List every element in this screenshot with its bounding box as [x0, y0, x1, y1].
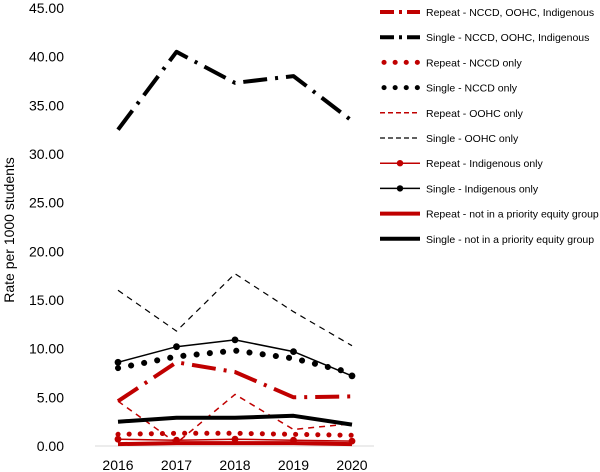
y-axis-title: Rate per 1000 students [1, 157, 17, 303]
y-tick-label: 15.00 [29, 292, 64, 308]
series-single-oohc-only [117, 273, 353, 347]
series-line [115, 430, 355, 438]
legend-label: Single - not in a priority equity group [426, 234, 594, 246]
data-point [290, 348, 297, 355]
y-tick-label: 35.00 [29, 97, 64, 113]
legend-item-repeat-indigenous-only: Repeat - Indigenous only [380, 158, 543, 170]
legend-item-repeat-nccd-only: Repeat - NCCD only [381, 57, 522, 69]
series-single-nccd-oohc-indigenous [116, 49, 354, 131]
series-repeat-nccd-only [115, 430, 355, 438]
series-single-not-in-a-priority-equity-group [117, 413, 353, 427]
series-single-indigenous-only [114, 336, 356, 380]
y-tick-label: 45.00 [29, 0, 64, 16]
legend-item-single-nccd-oohc-indigenous: Single - NCCD, OOHC, Indigenous [380, 32, 589, 44]
legend-item-single-not-in-a-priority-equity-group: Single - not in a priority equity group [380, 234, 594, 246]
legend-label: Single - Indigenous only [426, 183, 539, 195]
y-tick-label: 30.00 [29, 146, 64, 162]
series-single-nccd-only [115, 347, 355, 376]
series-line [116, 49, 354, 131]
legend: Repeat - NCCD, OOHC, Indigenous Single - … [380, 7, 599, 246]
series-line [117, 413, 353, 427]
legend-item-single-oohc-only: Single - OOHC only [380, 133, 519, 145]
x-tick-label: 2019 [278, 457, 309, 472]
legend-item-repeat-nccd-oohc-indigenous: Repeat - NCCD, OOHC, Indigenous [380, 7, 594, 19]
y-axis-ticks: 0.00 5.00 10.00 15.00 20.00 25.00 30.00 35.00 40… [29, 0, 64, 454]
series-line [117, 441, 353, 447]
legend-marker [396, 185, 404, 192]
y-tick-label: 20.00 [29, 243, 64, 259]
data-point [114, 435, 122, 443]
data-point [114, 358, 122, 366]
x-tick-label: 2016 [102, 457, 133, 472]
legend-item-single-nccd-only: Single - NCCD only [381, 83, 518, 95]
series-repeat-oohc-only [117, 393, 353, 444]
legend-label: Repeat - not in a priority equity group [426, 209, 599, 221]
series-line [115, 347, 355, 376]
y-tick-label: 0.00 [37, 438, 64, 454]
data-point [231, 435, 239, 443]
data-point [348, 372, 356, 380]
y-tick-label: 25.00 [29, 195, 64, 211]
series-line [116, 360, 353, 403]
legend-item-single-indigenous-only: Single - Indigenous only [380, 183, 539, 195]
x-tick-label: 2018 [219, 457, 250, 472]
y-tick-label: 10.00 [29, 341, 64, 357]
legend-label: Single - OOHC only [426, 133, 519, 145]
legend-label: Repeat - Indigenous only [426, 158, 543, 170]
x-tick-label: 2017 [161, 457, 192, 472]
series-line [117, 393, 353, 444]
series-repeat-nccd-oohc-indigenous [116, 360, 353, 403]
legend-label: Single - NCCD only [426, 83, 518, 95]
series-line [117, 273, 353, 347]
series-repeat-not-in-a-priority-equity-group [117, 441, 353, 447]
legend-item-repeat-not-in-a-priority-equity-group: Repeat - not in a priority equity group [380, 209, 599, 221]
legend-label: Single - NCCD, OOHC, Indigenous [426, 32, 589, 44]
legend-marker [396, 160, 404, 167]
x-tick-label: 2020 [336, 457, 367, 472]
x-axis-ticks: 2016 2017 2018 2019 2020 [102, 457, 367, 472]
legend-label: Repeat - NCCD, OOHC, Indigenous [426, 7, 594, 19]
series-layer [114, 49, 356, 447]
legend-item-repeat-oohc-only: Repeat - OOHC only [380, 108, 524, 120]
y-tick-label: 40.00 [29, 49, 64, 65]
legend-label: Repeat - OOHC only [426, 108, 524, 120]
y-tick-label: 5.00 [37, 389, 64, 405]
data-point [173, 343, 180, 351]
data-point [231, 336, 239, 344]
legend-label: Repeat - NCCD only [426, 57, 522, 69]
